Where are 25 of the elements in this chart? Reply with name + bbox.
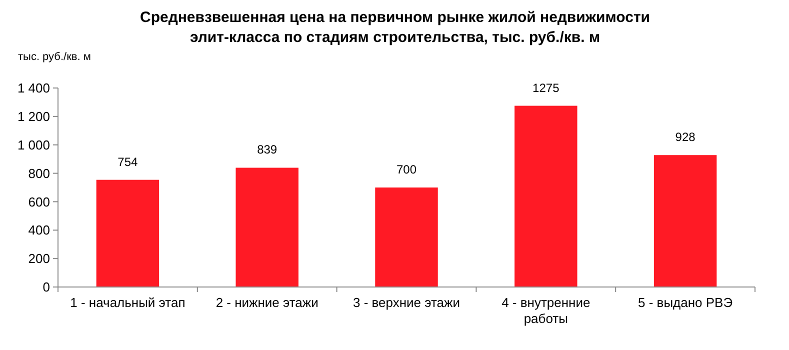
y-tick-label: 600	[28, 194, 50, 210]
data-label: 928	[675, 130, 696, 144]
x-tick-label: 3 - верхние этажи	[353, 295, 460, 310]
bar	[514, 106, 578, 287]
y-tick-label: 1 400	[17, 80, 50, 96]
x-tick-label: 2 - нижние этажи	[216, 295, 318, 310]
bar	[654, 155, 717, 287]
y-tick-label: 1 200	[17, 108, 50, 124]
y-tick-label: 0	[42, 280, 50, 295]
x-tick-label: 1 - начальный этап	[70, 295, 186, 310]
data-label: 700	[396, 162, 417, 176]
y-tick-label: 800	[28, 166, 50, 181]
data-label: 1275	[532, 80, 560, 95]
x-tick-label: 5 - выдано РВЭ	[638, 295, 733, 310]
chart-title: Средневзвешенная цена на первичном рынке жилой недвижимости элит-класса по стадиям строительства, тыс. руб./кв. м	[140, 9, 650, 46]
bar	[96, 180, 160, 287]
data-label: 839	[257, 142, 278, 157]
x-tick-label: 4 - внутренние работы	[502, 295, 590, 326]
bar	[236, 168, 298, 287]
data-label: 754	[118, 154, 138, 169]
bar	[375, 188, 438, 287]
y-tick-label: 400	[28, 222, 50, 238]
y-tick-label: 200	[28, 251, 50, 266]
y-tick-label: 1 000	[17, 137, 50, 152]
y-axis-title: тыс. руб./кв. м	[18, 51, 91, 63]
